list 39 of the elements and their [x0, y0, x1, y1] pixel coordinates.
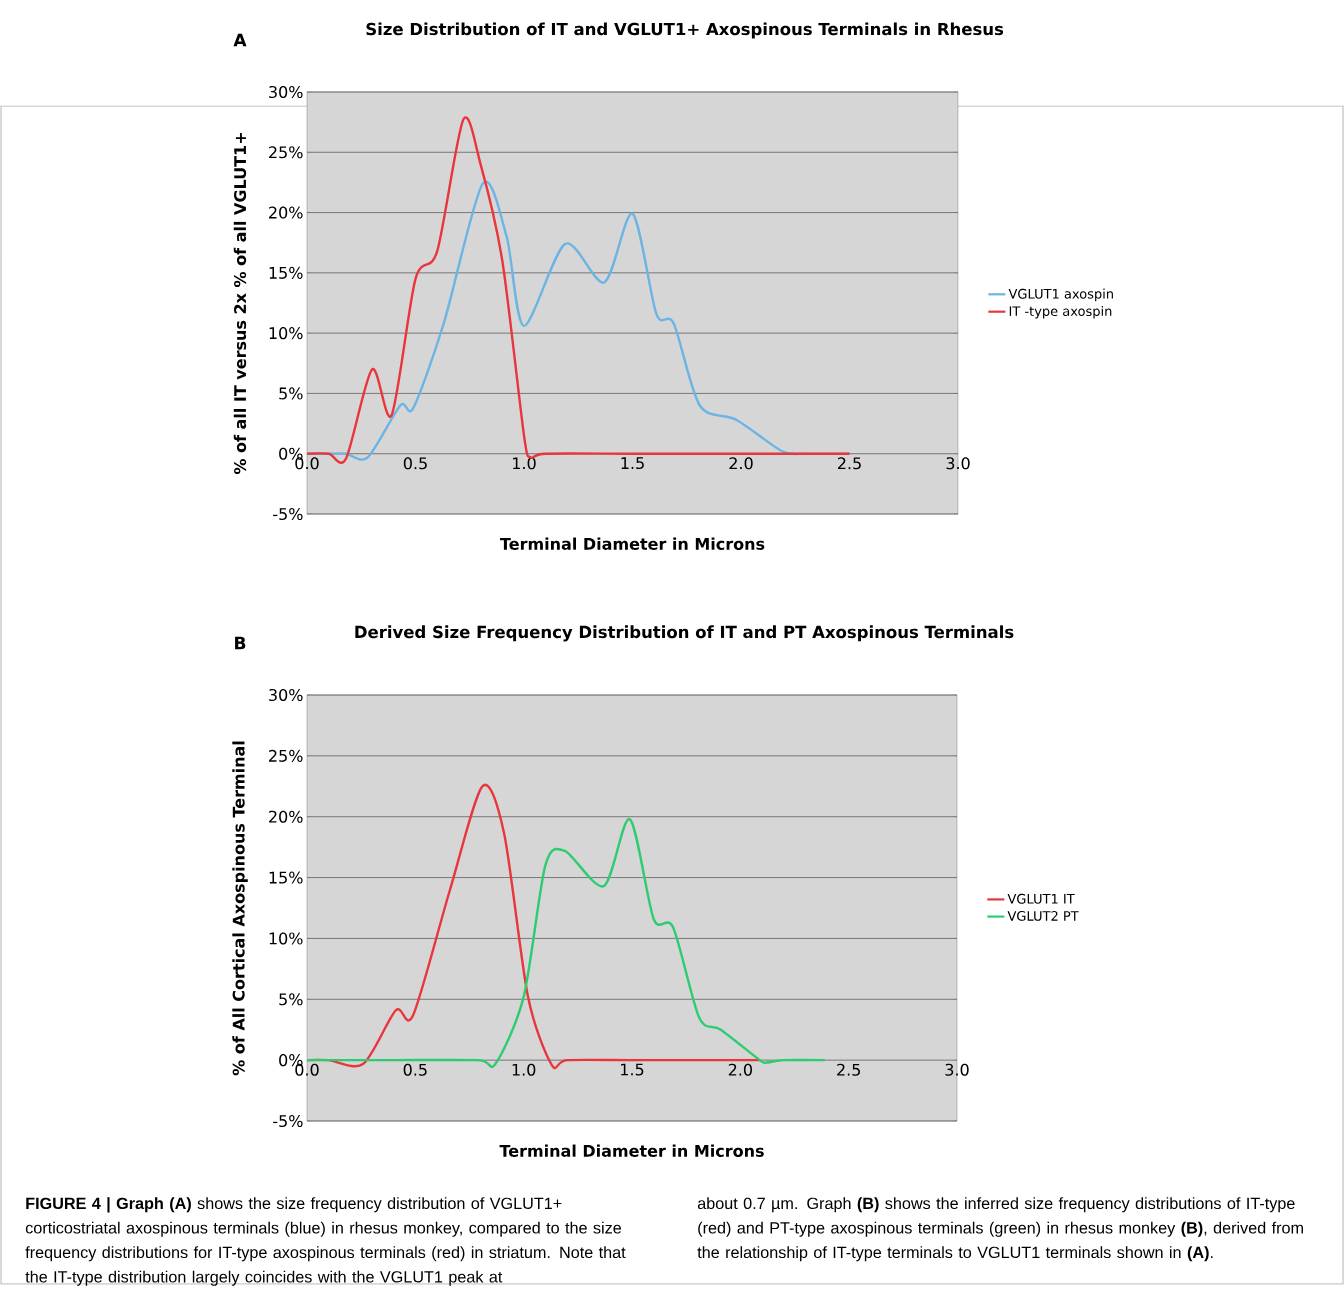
x-tick-label: 2.0	[729, 457, 753, 470]
x-tick-label: 2.0	[728, 1063, 752, 1076]
legend-label: VGLUT1 IT	[1007, 893, 1075, 904]
y-tick-label: -5%	[273, 507, 303, 521]
x-tick-label: 0.5	[403, 1063, 427, 1076]
y-tick-label: 20%	[269, 206, 303, 219]
x-tick-label: 1.0	[512, 1063, 536, 1076]
x-tick-label: 3.0	[946, 457, 970, 470]
x-tick-label: 1.5	[621, 1063, 644, 1076]
legend-label: VGLUT1 axospin	[1008, 288, 1113, 302]
y-tick-label: 20%	[269, 810, 303, 823]
y-tick-label: 15%	[269, 266, 303, 279]
x-axis-title: Terminal Diameter in Microns	[499, 1144, 764, 1157]
text: about 0.7 µm. Graph (B) shows the inferred size frequency distributions of IT-type (red) and PT-type axospinous terminals (green) in rhesus monkey (B), derived from the relationship of IT-type terminals to VGLUT1 terminals shown in (A).	[697, 1197, 1303, 1262]
y-axis-title: % of All Cortical Axospinous Terminal	[232, 741, 248, 1076]
x-axis-title: Terminal Diameter in Microns	[500, 537, 765, 550]
x-tick-label: 1.5	[621, 457, 644, 470]
y-tick-label: 5%	[279, 387, 303, 400]
x-tick-label: 2.5	[837, 457, 861, 470]
text: A	[233, 33, 247, 47]
x-tick-label: 3.0	[945, 1063, 969, 1076]
y-tick-label: 5%	[279, 993, 303, 1006]
legend-label: VGLUT2 PT	[1007, 911, 1079, 921]
x-tick-label: 0.5	[403, 457, 427, 470]
y-tick-label: 25%	[269, 146, 303, 159]
y-tick-label: 10%	[269, 932, 303, 945]
y-axis-title: % of all IT versus 2x % of all VGLUT1+	[233, 133, 247, 475]
text: B	[235, 636, 246, 650]
y-tick-label: 15%	[269, 871, 303, 884]
y-tick-label: 10%	[269, 327, 303, 340]
chart-title: Size Distribution of IT and VGLUT1+ Axospinous Terminals in Rhesus	[366, 22, 1004, 39]
chart-title: Derived Size Frequency Distribution of IT and PT Axospinous Terminals	[355, 625, 1014, 642]
y-tick-label: -5%	[273, 1114, 303, 1128]
y-tick-label: 30%	[269, 688, 303, 702]
text: FIGURE 4 | Graph (A) shows the size frequency distribution of VGLUT1+ corticostriatal axospinous terminals (blue) in rhesus monkey, compared to the size frequency distributions for IT-type axospinous terminals (red) in striatum. Note that the IT-type distribution largely coincides with the VGLUT1 peak at	[25, 1197, 626, 1286]
x-tick-label: 2.5	[837, 1063, 860, 1076]
y-tick-label: 25%	[269, 749, 303, 762]
y-tick-label: 30%	[269, 85, 303, 99]
legend-label: IT -type axospin	[1009, 305, 1112, 319]
